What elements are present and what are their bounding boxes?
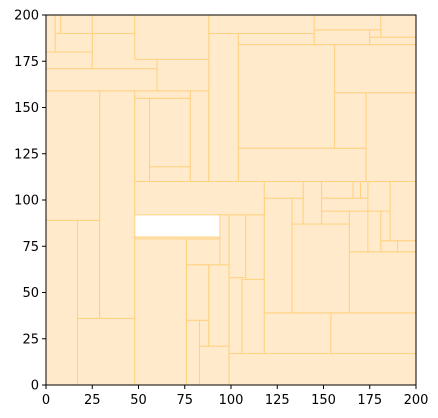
y-tick-label-8: 200 (14, 9, 39, 24)
treemap-rect-13 (219, 214, 230, 266)
y-tick-label-6: 150 (14, 101, 39, 116)
treemap-rect-39 (263, 181, 304, 199)
treemap-rect-55 (45, 14, 56, 53)
treemap-rect-30 (397, 240, 417, 253)
treemap-rect-2 (76, 219, 101, 319)
treemap-rect-7 (199, 345, 230, 386)
y-tick-label-5: 125 (14, 147, 39, 162)
treemap-rect-12 (134, 236, 221, 240)
treemap-rect-49 (334, 92, 367, 149)
treemap-rect-8 (199, 319, 210, 347)
treemap-rect-5 (134, 236, 188, 386)
treemap-rect-6 (186, 319, 201, 386)
treemap-rect-31 (380, 210, 391, 242)
treemap-rect-45 (208, 33, 239, 182)
y-tick-label-2: 50 (22, 286, 39, 301)
treemap-rect-28 (367, 210, 382, 253)
treemap-rect-24 (291, 197, 304, 225)
treemap-rect-22 (291, 223, 350, 314)
x-tick-label-3: 75 (176, 393, 193, 408)
treemap-rect-1 (76, 317, 136, 386)
treemap-rect-64 (369, 36, 417, 46)
x-tick-label-7: 175 (357, 393, 382, 408)
treemap-rect-52 (156, 58, 210, 92)
x-axis: 0 25 50 75 100 125 150 175 200 (42, 385, 429, 408)
treemap-rect-27 (348, 210, 369, 253)
treemap-rect-43 (189, 90, 210, 182)
treemap-rect-53 (45, 51, 93, 70)
treemap-rect-40 (134, 97, 151, 182)
y-axis: 0 25 50 75 100 125 150 175 200 (14, 9, 46, 394)
x-tick-label-1: 25 (84, 393, 101, 408)
treemap-rect-16 (241, 279, 265, 355)
treemap-rect-0 (45, 219, 78, 386)
treemap-rect-21 (263, 197, 293, 314)
x-tick-label-5: 125 (265, 393, 290, 408)
treemap-rect-33 (321, 197, 369, 212)
treemap-rect-59 (91, 14, 136, 34)
x-tick-label-0: 0 (42, 393, 50, 408)
x-tick-label-8: 200 (404, 393, 429, 408)
x-tick-label-6: 150 (311, 393, 336, 408)
treemap-rect-29 (380, 240, 399, 253)
treemap-rect-14 (228, 353, 417, 386)
y-tick-label-3: 75 (22, 240, 39, 255)
treemap-rect-15 (228, 277, 243, 355)
treemap-rect-25 (302, 181, 323, 225)
treemap-rect-67 (380, 14, 417, 38)
treemap-rect-47 (365, 92, 417, 182)
treemap-rect-50 (334, 44, 417, 94)
treemap-rect-56 (54, 33, 93, 53)
treemap-rect-62 (208, 14, 315, 34)
y-tick-label-0: 0 (31, 379, 39, 394)
treemap-rect-61 (237, 33, 315, 46)
treemap-rect-41 (149, 166, 191, 182)
treemap-rect-11 (186, 238, 221, 266)
treemap-rect-26 (321, 210, 350, 225)
treemap-rect-4 (45, 90, 101, 221)
treemap-rect-42 (149, 97, 191, 168)
treemap-rect-44 (134, 90, 191, 99)
treemap-rect-32 (389, 181, 417, 242)
treemap-rect-63 (313, 29, 371, 46)
y-tick-label-7: 175 (14, 55, 39, 70)
treemap-rect-65 (369, 29, 382, 38)
treemap-rect-58 (60, 14, 93, 34)
treemap-rectangles (45, 14, 417, 386)
treemap-rect-9 (186, 264, 210, 321)
treemap-rect-38 (134, 181, 265, 216)
treemap-rect-46 (237, 147, 367, 182)
treemap-rect-60 (134, 14, 210, 60)
treemap-rect-34 (367, 181, 391, 212)
x-tick-label-2: 50 (130, 393, 147, 408)
treemap-rect-23 (348, 251, 417, 314)
treemap-rect-18 (245, 214, 265, 281)
y-tick-label-4: 100 (14, 194, 39, 209)
treemap-rect-66 (313, 14, 382, 31)
treemap-rect-10 (208, 264, 230, 347)
treemap-rect-3 (99, 90, 136, 319)
treemap-rect-35 (321, 181, 354, 199)
treemap-rect-20 (330, 312, 417, 355)
treemap-rect-36 (352, 181, 362, 199)
treemap-rect-19 (263, 312, 332, 355)
treemap-rect-57 (54, 14, 62, 34)
y-tick-label-1: 25 (22, 332, 39, 347)
treemap-rect-51 (45, 68, 158, 92)
treemap-rect-17 (228, 214, 247, 279)
x-tick-label-4: 100 (219, 393, 244, 408)
treemap-rect-37 (360, 181, 369, 199)
